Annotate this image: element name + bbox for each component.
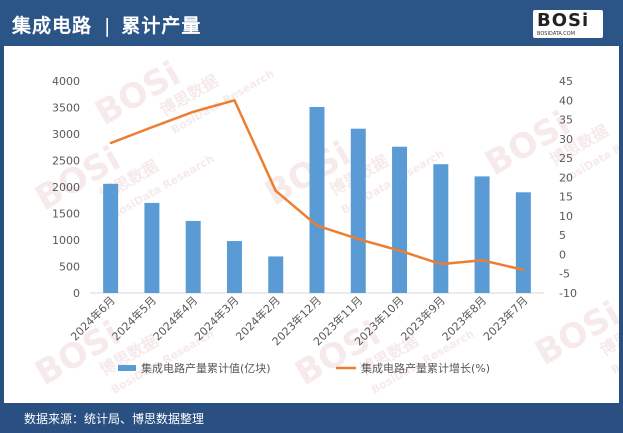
watermark-logo: BOSi bbox=[529, 294, 620, 374]
line-point bbox=[357, 238, 360, 241]
y-right-tick-label: 0 bbox=[559, 248, 566, 261]
bar bbox=[515, 192, 531, 293]
y-right-tick-label: 25 bbox=[559, 152, 573, 165]
bar bbox=[309, 106, 325, 293]
legend-label-line: 集成电路产量累计增长(%) bbox=[361, 361, 490, 375]
y-right-tick-label: -10 bbox=[559, 287, 577, 300]
y-right-tick-label: -5 bbox=[559, 268, 570, 281]
y-left-tick-label: 2500 bbox=[52, 155, 80, 168]
y-right-tick-label: 40 bbox=[559, 94, 573, 107]
bosi-logo: BOSi BOSIDATA.COM bbox=[533, 10, 603, 38]
title-separator: | bbox=[104, 15, 112, 37]
line-point bbox=[398, 249, 401, 252]
bar bbox=[433, 164, 449, 293]
bar bbox=[474, 176, 490, 293]
y-right-tick-label: 30 bbox=[559, 133, 573, 146]
y-right-tick-label: 35 bbox=[559, 114, 573, 127]
y-left-axis: 0 500 1000 1500 2000 2500 3000 3500 4000 bbox=[52, 75, 80, 300]
line-point bbox=[439, 263, 442, 266]
y-right-axis: -10 -5 0 5 10 15 20 25 30 35 40 45 bbox=[559, 75, 577, 300]
line-point bbox=[316, 224, 318, 227]
page-title: 集成电路 | 累计产量 bbox=[12, 11, 201, 38]
bar bbox=[103, 183, 119, 293]
y-left-tick-label: 0 bbox=[73, 287, 80, 300]
line-series bbox=[109, 99, 525, 272]
bar bbox=[392, 146, 408, 293]
line-point bbox=[150, 126, 153, 129]
y-left-tick-label: 1000 bbox=[52, 234, 80, 247]
title-main: 集成电路 bbox=[12, 15, 93, 37]
legend-label-bar: 集成电路产量累计值(亿块) bbox=[141, 361, 271, 375]
bar bbox=[144, 202, 160, 293]
line-point bbox=[233, 99, 236, 102]
bar bbox=[185, 220, 201, 293]
title-sub: 累计产量 bbox=[121, 15, 202, 37]
bar-series bbox=[103, 106, 531, 293]
line-point bbox=[274, 189, 277, 192]
logo-brand: BOSi bbox=[537, 10, 590, 31]
line-point bbox=[109, 142, 112, 145]
bar bbox=[268, 256, 284, 293]
line-point bbox=[481, 259, 484, 262]
y-right-tick-label: 10 bbox=[559, 210, 573, 223]
legend: 集成电路产量累计值(亿块) 集成电路产量累计增长(%) bbox=[118, 361, 490, 375]
y-right-tick-label: 5 bbox=[559, 229, 566, 242]
y-right-tick-label: 15 bbox=[559, 191, 573, 204]
bar bbox=[226, 241, 242, 293]
x-tick-label: 2023年7月 bbox=[480, 293, 530, 343]
line-point bbox=[522, 268, 525, 271]
y-left-tick-label: 2000 bbox=[52, 181, 80, 194]
y-left-tick-label: 4000 bbox=[52, 75, 80, 88]
bar bbox=[350, 128, 366, 293]
data-source: 数据来源：统计局、博思数据整理 bbox=[24, 412, 205, 426]
header-bar: 集成电路 | 累计产量 BOSi BOSIDATA.COM bbox=[0, 0, 623, 46]
legend-swatch-bar bbox=[118, 365, 136, 371]
y-left-tick-label: 1500 bbox=[52, 208, 80, 221]
y-left-tick-label: 3500 bbox=[52, 102, 80, 115]
footer-bar: 数据来源：统计局、博思数据整理 bbox=[0, 403, 623, 433]
y-left-tick-label: 500 bbox=[59, 261, 80, 274]
logo-domain: BOSIDATA.COM bbox=[537, 31, 576, 37]
y-right-tick-label: 45 bbox=[559, 75, 573, 88]
y-right-tick-label: 20 bbox=[559, 171, 573, 184]
line-point bbox=[192, 110, 195, 113]
y-left-tick-label: 3000 bbox=[52, 128, 80, 141]
